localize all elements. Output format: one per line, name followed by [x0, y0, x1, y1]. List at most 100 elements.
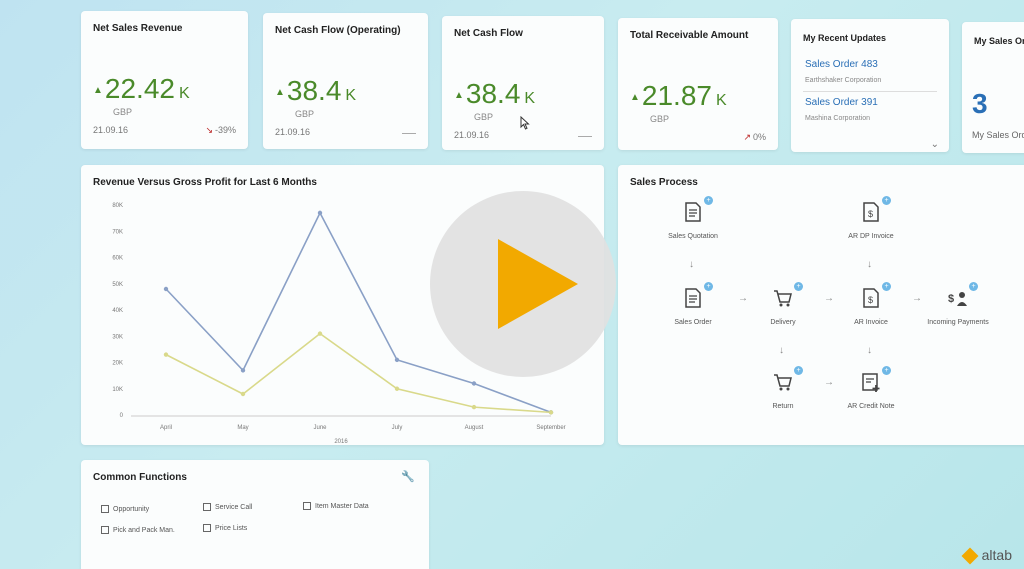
y-tick-label: 80K	[112, 203, 123, 209]
y-tick-label: 40K	[112, 308, 123, 314]
add-badge-icon[interactable]: +	[704, 196, 713, 205]
trend-neutral-icon	[402, 133, 416, 134]
kpi-title: Total Receivable Amount	[630, 30, 749, 41]
kpi-currency: GBP	[295, 109, 315, 119]
triangle-up-icon: ▲	[630, 92, 640, 104]
kpi-tile-net-cash-flow[interactable]: Net Cash Flow ▲38.4 K GBP 21.09.16	[442, 16, 604, 150]
x-tick-label: May	[237, 425, 248, 431]
function-icon	[101, 505, 109, 513]
invoice-icon: $ +	[860, 282, 891, 309]
data-point	[240, 368, 246, 373]
process-node-incoming-payments[interactable]: $ + Incoming Payments	[927, 282, 989, 326]
my-sales-label: My Sales Ord	[972, 130, 1024, 140]
kpi-tile-total-receivable-amount[interactable]: Total Receivable Amount ▲21.87 K GBP ↗ 0%	[618, 18, 778, 150]
kpi-date: 21.09.16	[93, 125, 129, 135]
triangle-up-icon: ▲	[93, 85, 103, 97]
kpi-value: ▲22.42 K	[93, 73, 190, 104]
line-chart: 0 10K 20K 30K 40K 50K 60K 70K 80K April May June Jul…	[112, 203, 565, 445]
x-tick-label: June	[313, 425, 327, 431]
add-badge-icon[interactable]: +	[882, 282, 891, 291]
add-badge-icon[interactable]: +	[969, 282, 978, 291]
kpi-currency: GBP	[113, 107, 133, 117]
function-link[interactable]: Price Lists	[203, 524, 247, 532]
data-point	[163, 352, 169, 357]
add-badge-icon[interactable]: +	[794, 366, 803, 375]
common-functions-card: Common Functions 🔧 Opportunity Service C…	[81, 460, 429, 569]
update-link[interactable]: Sales Order 483	[805, 59, 878, 70]
function-icon	[101, 526, 109, 534]
data-point	[163, 286, 169, 292]
process-node-sales-quotation[interactable]: + Sales Quotation	[668, 196, 718, 240]
arrow-down-icon: ↓	[689, 259, 694, 270]
document-icon: +	[682, 282, 713, 309]
common-functions-title: Common Functions	[93, 472, 187, 483]
my-sales-orders-tile[interactable]: My Sales Ord 3 My Sales Ord	[962, 22, 1024, 153]
y-tick-label: 20K	[112, 361, 123, 367]
function-icon	[203, 524, 211, 532]
function-link[interactable]: Item Master Data	[303, 502, 369, 510]
svg-text:$: $	[868, 295, 873, 305]
data-point	[471, 404, 477, 410]
data-point	[394, 357, 400, 363]
function-link[interactable]: Service Call	[203, 503, 252, 511]
process-node-return[interactable]: + Return	[743, 366, 823, 411]
x-tick-label: September	[536, 425, 565, 431]
invoice-icon: $ +	[860, 196, 891, 223]
chevron-down-icon[interactable]: ⌄	[930, 139, 939, 150]
kpi-currency: GBP	[650, 114, 670, 124]
recent-updates-tile[interactable]: My Recent Updates Sales Order 483 Earths…	[791, 19, 949, 152]
add-badge-icon[interactable]: +	[704, 282, 713, 291]
arrow-right-icon: →	[824, 293, 834, 304]
kpi-date: 21.09.16	[275, 127, 311, 137]
add-badge-icon[interactable]: +	[882, 196, 891, 205]
y-tick-label: 70K	[112, 229, 123, 235]
document-icon: +	[682, 196, 713, 223]
svg-text:$: $	[868, 209, 873, 219]
y-tick-label: 0	[120, 413, 124, 419]
trend-neutral-icon	[578, 136, 592, 137]
function-link[interactable]: Pick and Pack Man.	[101, 526, 175, 534]
x-tick-label: April	[160, 425, 172, 431]
kpi-trend: ↘ -39%	[205, 125, 236, 135]
brand-logo: altab	[961, 547, 1012, 565]
mouse-cursor-icon	[520, 115, 530, 135]
function-link[interactable]: Opportunity	[101, 505, 149, 513]
update-subtitle: Earthshaker Corporation	[805, 77, 882, 84]
update-link[interactable]: Sales Order 391	[805, 97, 878, 108]
update-subtitle: Mashina Corporation	[805, 115, 870, 122]
recent-updates-title: My Recent Updates	[803, 33, 887, 43]
cart-return-icon: +	[772, 366, 803, 393]
process-node-ar-credit-note[interactable]: + AR Credit Note	[847, 366, 895, 410]
video-play-button[interactable]	[430, 191, 616, 377]
cart-icon: +	[772, 282, 803, 309]
kpi-value: ▲38.4 K	[454, 78, 536, 109]
arrow-down-icon: ↓	[867, 345, 872, 356]
data-point	[240, 391, 246, 397]
y-tick-label: 60K	[112, 256, 123, 262]
process-node-sales-order[interactable]: + Sales Order	[674, 282, 713, 326]
wrench-icon[interactable]: 🔧	[401, 471, 415, 483]
series-line	[165, 211, 552, 414]
process-node-delivery[interactable]: + Delivery	[743, 282, 823, 327]
add-badge-icon[interactable]: +	[882, 366, 891, 375]
add-badge-icon[interactable]: +	[794, 282, 803, 291]
process-node-ar-invoice[interactable]: $ + AR Invoice	[831, 282, 911, 327]
kpi-tile-net-sales-revenue[interactable]: Net Sales Revenue ▲22.42 K GBP 21.09.16 ↘…	[81, 11, 248, 149]
arrow-right-icon: →	[738, 293, 748, 304]
arrow-down-icon: ↓	[779, 345, 784, 356]
x-axis-label: 2016	[334, 439, 348, 445]
y-tick-label: 10K	[112, 387, 123, 393]
data-point	[317, 331, 323, 336]
process-node-ar-dp-invoice[interactable]: $ + AR DP Invoice	[848, 196, 894, 240]
data-point	[394, 386, 400, 391]
my-sales-title: My Sales Ord	[974, 36, 1024, 46]
kpi-tile-net-cash-flow-operating[interactable]: Net Cash Flow (Operating) ▲38.4 K GBP 21.…	[263, 13, 428, 149]
data-point	[471, 381, 477, 386]
data-point	[317, 210, 323, 216]
sales-process-card: Sales Process + Sales Quotation ↓ $ + AR…	[618, 165, 1024, 445]
trend-down-icon: ↘	[205, 125, 213, 135]
y-tick-label: 30K	[112, 334, 123, 340]
play-icon	[498, 239, 578, 329]
kpi-title: Net Cash Flow (Operating)	[275, 25, 401, 36]
data-point	[548, 410, 554, 415]
